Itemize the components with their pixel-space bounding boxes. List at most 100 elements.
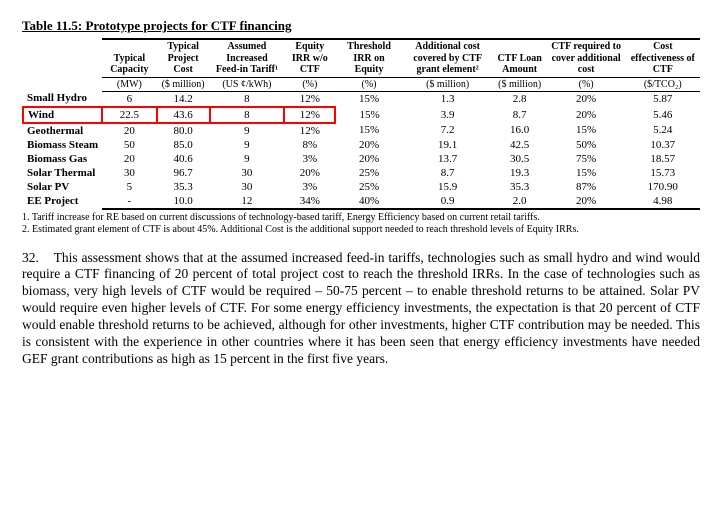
- data-cell: 2.8: [493, 91, 547, 107]
- data-cell: 5.46: [626, 107, 700, 123]
- col-blank: [23, 39, 102, 77]
- data-cell: 4.98: [626, 194, 700, 209]
- data-cell: 5: [102, 180, 156, 194]
- data-cell: 35.3: [157, 180, 210, 194]
- data-cell: 8.7: [493, 107, 547, 123]
- data-cell: 8.7: [403, 166, 493, 180]
- unit-cell: ($ million): [157, 77, 210, 91]
- table-row: Geothermal2080.0912%15%7.216.015%5.24: [23, 123, 700, 138]
- data-cell: 30: [210, 180, 285, 194]
- data-cell: 40.6: [157, 152, 210, 166]
- col-head: Threshold IRR on Equity: [335, 39, 402, 77]
- body-paragraph: 32. This assessment shows that at the as…: [22, 250, 700, 368]
- unit-cell: (%): [335, 77, 402, 91]
- data-cell: 6: [102, 91, 156, 107]
- data-cell: 14.2: [157, 91, 210, 107]
- footnote-2: 2. Estimated grant element of CTF is abo…: [22, 224, 700, 236]
- data-cell: 16.0: [493, 123, 547, 138]
- footnote-1: 1. Tariff increase for RE based on curre…: [22, 212, 700, 224]
- data-cell: 20%: [335, 152, 402, 166]
- data-cell: 13.7: [403, 152, 493, 166]
- data-cell: 35.3: [493, 180, 547, 194]
- row-label: Solar PV: [23, 180, 102, 194]
- table-title: Table 11.5: Prototype projects for CTF f…: [22, 18, 700, 34]
- data-cell: 20: [102, 152, 156, 166]
- col-head: Assumed Increased Feed-in Tariff¹: [210, 39, 285, 77]
- data-cell: 20%: [547, 194, 626, 209]
- data-cell: 15.9: [403, 180, 493, 194]
- data-cell: 50: [102, 138, 156, 152]
- unit-cell: ($ million): [493, 77, 547, 91]
- data-cell: 15%: [335, 123, 402, 138]
- data-cell: 40%: [335, 194, 402, 209]
- data-cell: 15%: [335, 107, 402, 123]
- data-cell: 10.0: [157, 194, 210, 209]
- data-cell: 20: [102, 123, 156, 138]
- data-cell: 5.87: [626, 91, 700, 107]
- unit-cell: (%): [284, 77, 335, 91]
- table-row: Wind22.543.6812%15%3.98.720%5.46: [23, 107, 700, 123]
- data-cell: 34%: [284, 194, 335, 209]
- data-cell: -: [102, 194, 156, 209]
- row-label: Geothermal: [23, 123, 102, 138]
- data-cell: 12%: [284, 91, 335, 107]
- unit-cell: ($ million): [403, 77, 493, 91]
- data-cell: 170.90: [626, 180, 700, 194]
- unit-cell: (US ¢/kWh): [210, 77, 285, 91]
- data-cell: 8: [210, 107, 285, 123]
- data-cell: 85.0: [157, 138, 210, 152]
- para-number: 32.: [22, 250, 50, 267]
- col-head: Typical Capacity: [102, 39, 156, 77]
- table-row: Solar PV535.3303%25%15.935.387%170.90: [23, 180, 700, 194]
- data-cell: 30: [210, 166, 285, 180]
- row-label: Biomass Steam: [23, 138, 102, 152]
- col-head: Equity IRR w/o CTF: [284, 39, 335, 77]
- data-cell: 25%: [335, 166, 402, 180]
- table-row: Small Hydro614.2812%15%1.32.820%5.87: [23, 91, 700, 107]
- data-cell: 30: [102, 166, 156, 180]
- col-head: CTF Loan Amount: [493, 39, 547, 77]
- col-head: Additional cost covered by CTF grant ele…: [403, 39, 493, 77]
- table-row: Solar Thermal3096.73020%25%8.719.315%15.…: [23, 166, 700, 180]
- unit-cell: (%): [547, 77, 626, 91]
- data-cell: 9: [210, 123, 285, 138]
- table-row: Biomass Gas2040.693%20%13.730.575%18.57: [23, 152, 700, 166]
- data-cell: 3.9: [403, 107, 493, 123]
- data-cell: 2.0: [493, 194, 547, 209]
- data-cell: 20%: [284, 166, 335, 180]
- table-row: EE Project-10.01234%40%0.92.020%4.98: [23, 194, 700, 209]
- data-cell: 75%: [547, 152, 626, 166]
- data-cell: 87%: [547, 180, 626, 194]
- data-cell: 20%: [547, 107, 626, 123]
- para-text: This assessment shows that at the assume…: [22, 250, 700, 366]
- data-cell: 8%: [284, 138, 335, 152]
- col-head: Cost effectiveness of CTF: [626, 39, 700, 77]
- data-cell: 12%: [284, 107, 335, 123]
- data-cell: 3%: [284, 152, 335, 166]
- data-cell: 22.5: [102, 107, 156, 123]
- data-cell: 9: [210, 138, 285, 152]
- data-cell: 15%: [335, 91, 402, 107]
- unit-cell: ($/TCO₂): [626, 77, 700, 91]
- data-cell: 12%: [284, 123, 335, 138]
- col-head: Typical Project Cost: [157, 39, 210, 77]
- data-cell: 15%: [547, 123, 626, 138]
- unit-cell: (MW): [102, 77, 156, 91]
- data-cell: 19.3: [493, 166, 547, 180]
- data-cell: 5.24: [626, 123, 700, 138]
- row-label: Solar Thermal: [23, 166, 102, 180]
- data-cell: 7.2: [403, 123, 493, 138]
- data-cell: 8: [210, 91, 285, 107]
- data-cell: 80.0: [157, 123, 210, 138]
- data-cell: 9: [210, 152, 285, 166]
- unit-blank: [23, 77, 102, 91]
- data-cell: 18.57: [626, 152, 700, 166]
- row-label: EE Project: [23, 194, 102, 209]
- data-cell: 1.3: [403, 91, 493, 107]
- data-cell: 20%: [547, 91, 626, 107]
- ctf-table: Typical Capacity Typical Project Cost As…: [22, 38, 700, 210]
- table-row: Biomass Steam5085.098%20%19.142.550%10.3…: [23, 138, 700, 152]
- data-cell: 0.9: [403, 194, 493, 209]
- footnotes: 1. Tariff increase for RE based on curre…: [22, 212, 700, 236]
- data-cell: 50%: [547, 138, 626, 152]
